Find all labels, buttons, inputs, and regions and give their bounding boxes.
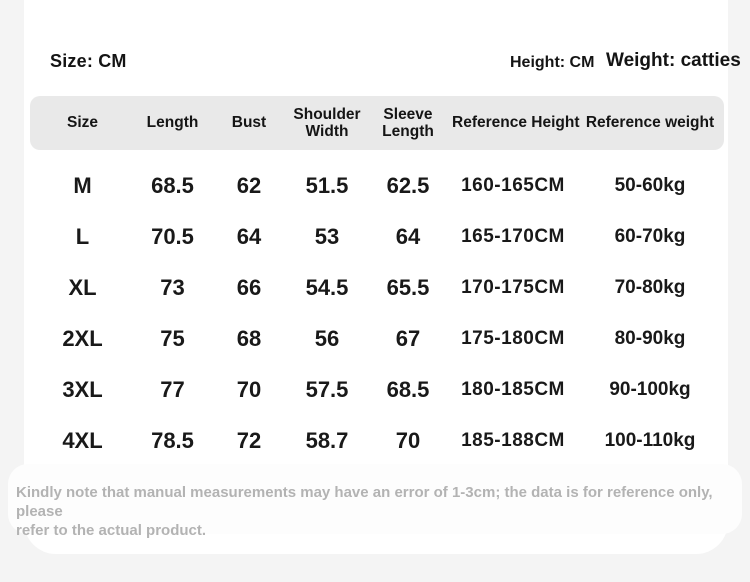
cell-sleeve-length: 70: [395, 427, 421, 453]
cell-reference-weight: 70-80kg: [614, 276, 686, 298]
cell-length: 77: [160, 376, 185, 402]
cell-reference-height: 175-180CM: [461, 327, 565, 349]
column-header-reference-weight: Reference weight: [585, 114, 715, 132]
cell-reference-weight: 60-70kg: [614, 225, 686, 247]
cell-reference-weight: 80-90kg: [614, 327, 686, 349]
cell-size: 4XL: [62, 427, 103, 453]
cell-sleeve-length: 65.5: [386, 274, 430, 300]
column-header-bust: Bust: [231, 114, 267, 132]
cell-length: 75: [160, 325, 185, 351]
cell-sleeve-length: 67: [395, 325, 421, 351]
size-chart-card: [24, 0, 728, 554]
cell-sleeve-length: 64: [395, 223, 421, 249]
cell-reference-height: 160-165CM: [461, 174, 565, 196]
disclaimer-line-2: refer to the actual product.: [16, 522, 207, 539]
cell-reference-height: 185-188CM: [461, 429, 565, 451]
column-header-reference-height: Reference Height: [452, 114, 580, 132]
table-row-xl: XL 73 66 54.5 65.5 170-175CM 70-80kg: [30, 262, 724, 313]
table-row-l: L 70.5 64 53 64 165-170CM 60-70kg: [30, 211, 724, 262]
height-unit-label: Height: CM: [510, 54, 595, 71]
cell-reference-height: 180-185CM: [461, 378, 565, 400]
cell-sleeve-length: 68.5: [386, 376, 430, 402]
disclaimer-line-1: Kindly note that manual measurements may…: [16, 484, 713, 520]
cell-reference-weight: 50-60kg: [614, 174, 686, 196]
cell-length: 78.5: [151, 427, 194, 453]
size-chart-table: Size Length Bust Shoulder Width Sleeve L…: [30, 96, 724, 466]
cell-length: 70.5: [151, 223, 194, 249]
cell-shoulder-width: 56: [314, 325, 340, 351]
cell-reference-weight: 100-110kg: [604, 429, 696, 451]
measurement-disclaimer: Kindly note that manual measurements may…: [16, 483, 738, 540]
cell-sleeve-length: 62.5: [386, 172, 430, 198]
cell-reference-height: 170-175CM: [461, 276, 565, 298]
footnote-panel: [8, 464, 742, 534]
cell-bust: 62: [236, 172, 262, 198]
cell-reference-height: 165-170CM: [461, 225, 565, 247]
cell-bust: 64: [236, 223, 262, 249]
weight-unit-label: Weight: catties: [606, 50, 741, 71]
cell-bust: 70: [236, 376, 262, 402]
column-header-sleeve-length: Sleeve Length: [382, 105, 434, 140]
cell-shoulder-width: 53: [314, 223, 340, 249]
cell-bust: 72: [236, 427, 262, 453]
cell-length: 73: [160, 274, 185, 300]
cell-size: L: [75, 223, 90, 249]
table-row-4xl: 4XL 78.5 72 58.7 70 185-188CM 100-110kg: [30, 415, 724, 466]
table-row-3xl: 3XL 77 70 57.5 68.5 180-185CM 90-100kg: [30, 364, 724, 415]
cell-shoulder-width: 51.5: [305, 172, 349, 198]
cell-size: XL: [68, 274, 97, 300]
table-row-m: M 68.5 62 51.5 62.5 160-165CM 50-60kg: [30, 160, 724, 211]
cell-shoulder-width: 57.5: [305, 376, 349, 402]
size-unit-label: Size: CM: [50, 51, 127, 71]
cell-shoulder-width: 58.7: [305, 427, 349, 453]
cell-length: 68.5: [151, 172, 194, 198]
cell-size: 2XL: [62, 325, 103, 351]
cell-size: M: [73, 172, 92, 198]
cell-bust: 66: [236, 274, 262, 300]
table-body: M 68.5 62 51.5 62.5 160-165CM 50-60kg L …: [30, 160, 724, 466]
column-header-shoulder-width: Shoulder Width: [293, 105, 361, 140]
table-header-row: Size Length Bust Shoulder Width Sleeve L…: [30, 96, 724, 150]
cell-size: 3XL: [62, 376, 103, 402]
table-row-2xl: 2XL 75 68 56 67 175-180CM 80-90kg: [30, 313, 724, 364]
cell-reference-weight: 90-100kg: [609, 378, 691, 400]
column-header-size: Size: [66, 114, 98, 132]
column-header-length: Length: [146, 114, 199, 132]
cell-shoulder-width: 54.5: [305, 274, 349, 300]
cell-bust: 68: [236, 325, 262, 351]
